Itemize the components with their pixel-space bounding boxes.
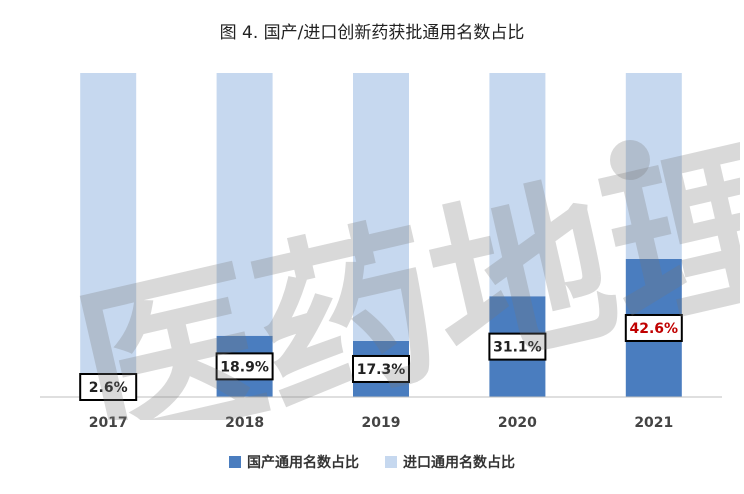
bar-import-2021 [625, 73, 682, 259]
legend-item-domestic: 国产通用名数占比 [229, 452, 359, 472]
data-label-2017: 2.6% [79, 373, 138, 401]
legend-label-domestic: 国产通用名数占比 [247, 455, 359, 471]
data-label-2021: 42.6% [624, 313, 683, 342]
bar-import-2018 [216, 73, 273, 336]
data-label-box-2020 [488, 332, 547, 361]
data-label-2018: 18.9% [215, 352, 274, 381]
x-tick-labels: 2017 2018 2019 2020 2021 [89, 415, 674, 431]
legend-item-import: 进口通用名数占比 [385, 452, 515, 472]
data-label-box-2021 [624, 313, 683, 342]
data-label-box-2019 [352, 354, 410, 383]
legend-swatch-import [385, 456, 397, 468]
x-tick-label-2021: 2021 [634, 415, 673, 431]
data-labels-group: 2.6% 18.9% 17.3% 31.1% 42.6% [79, 313, 683, 401]
x-tick-label-2020: 2020 [498, 415, 537, 431]
x-tick-label-2018: 2018 [225, 415, 264, 431]
legend: 国产通用名数占比 进口通用名数占比 [0, 452, 744, 472]
data-label-text-2020: 31.1% [493, 340, 542, 356]
x-tick-label-2017: 2017 [89, 415, 128, 431]
chart-title: 图 4. 国产/进口创新药获批通用名数占比 [219, 23, 525, 43]
data-label-box-2018 [215, 352, 274, 381]
legend-label-import: 进口通用名数占比 [403, 455, 515, 471]
bar-import-2017 [80, 73, 137, 389]
data-label-2020: 31.1% [488, 332, 547, 361]
bar-import-2020 [489, 73, 546, 297]
data-label-2019: 17.3% [352, 354, 410, 383]
data-label-text-2019: 17.3% [357, 362, 406, 378]
data-label-text-2018: 18.9% [220, 359, 269, 375]
bars-group [80, 73, 682, 397]
x-tick-label-2019: 2019 [362, 415, 401, 431]
legend-swatch-domestic [229, 456, 241, 468]
data-label-box-2017 [79, 373, 138, 401]
data-label-text-2021: 42.6% [630, 321, 679, 337]
data-label-text-2017: 2.6% [89, 380, 128, 396]
bar-import-2019 [353, 73, 409, 341]
